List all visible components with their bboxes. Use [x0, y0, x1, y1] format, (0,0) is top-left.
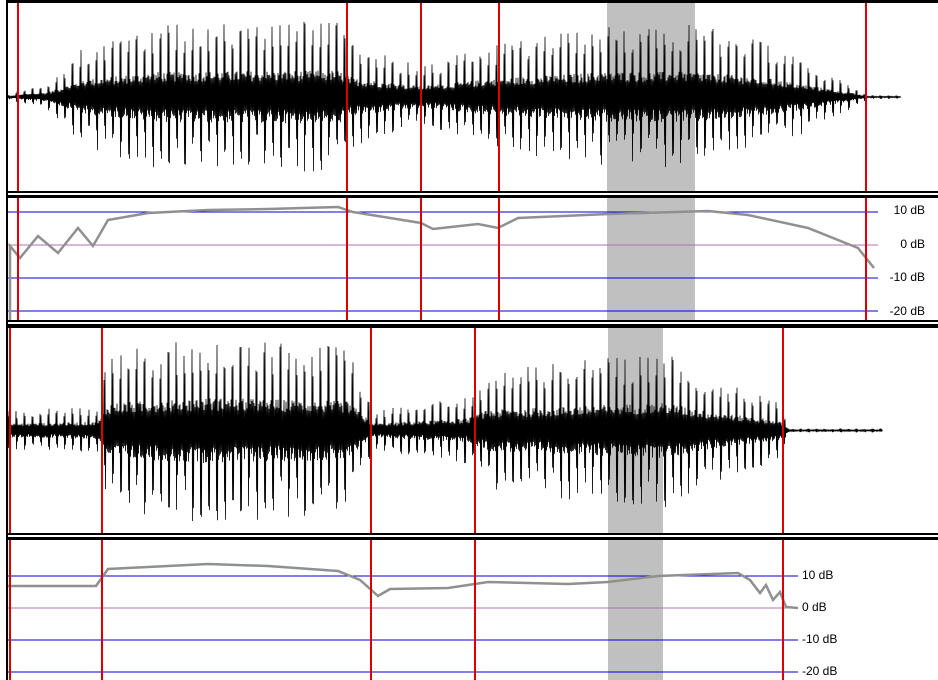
track-1-db-label-0: 0 dB	[899, 237, 926, 251]
track-1-level-view[interactable]	[8, 198, 938, 320]
track-2-db-label-10: 10 dB	[801, 568, 835, 582]
track-2-waveform-pane[interactable]	[8, 328, 938, 533]
track-1-db-label-minus10: -10 dB	[888, 270, 926, 284]
track-1-db-label-minus20: -20 dB	[888, 304, 926, 318]
track-2-db-label-0: 0 dB	[801, 600, 828, 614]
track-1-level-pane[interactable]: 10 dB 0 dB -10 dB -20 dB	[8, 198, 938, 320]
track-1-db-label-10: 10 dB	[892, 203, 926, 217]
waveform-trace	[8, 342, 883, 522]
window-left-border	[0, 0, 9, 680]
track-1-waveform-view[interactable]	[8, 3, 938, 191]
track-2-db-label-minus20: -20 dB	[801, 664, 839, 678]
selection-region	[607, 198, 695, 320]
window-top-border	[0, 0, 938, 3]
track-2-db-label-minus10: -10 dB	[801, 632, 839, 646]
track-1-splitter[interactable]	[8, 191, 938, 198]
track-1-waveform-pane[interactable]	[8, 3, 938, 191]
track-2-waveform-view[interactable]	[8, 328, 938, 533]
track-divider[interactable]	[8, 320, 938, 328]
track-2-level-pane[interactable]: 10 dB 0 dB -10 dB -20 dB	[8, 540, 938, 680]
selection-region	[608, 540, 663, 680]
waveform-trace	[8, 21, 901, 172]
level-curve	[8, 205, 875, 320]
track-2-level-view[interactable]	[8, 540, 938, 680]
track-2-splitter[interactable]	[8, 533, 938, 540]
level-curve	[8, 562, 799, 610]
